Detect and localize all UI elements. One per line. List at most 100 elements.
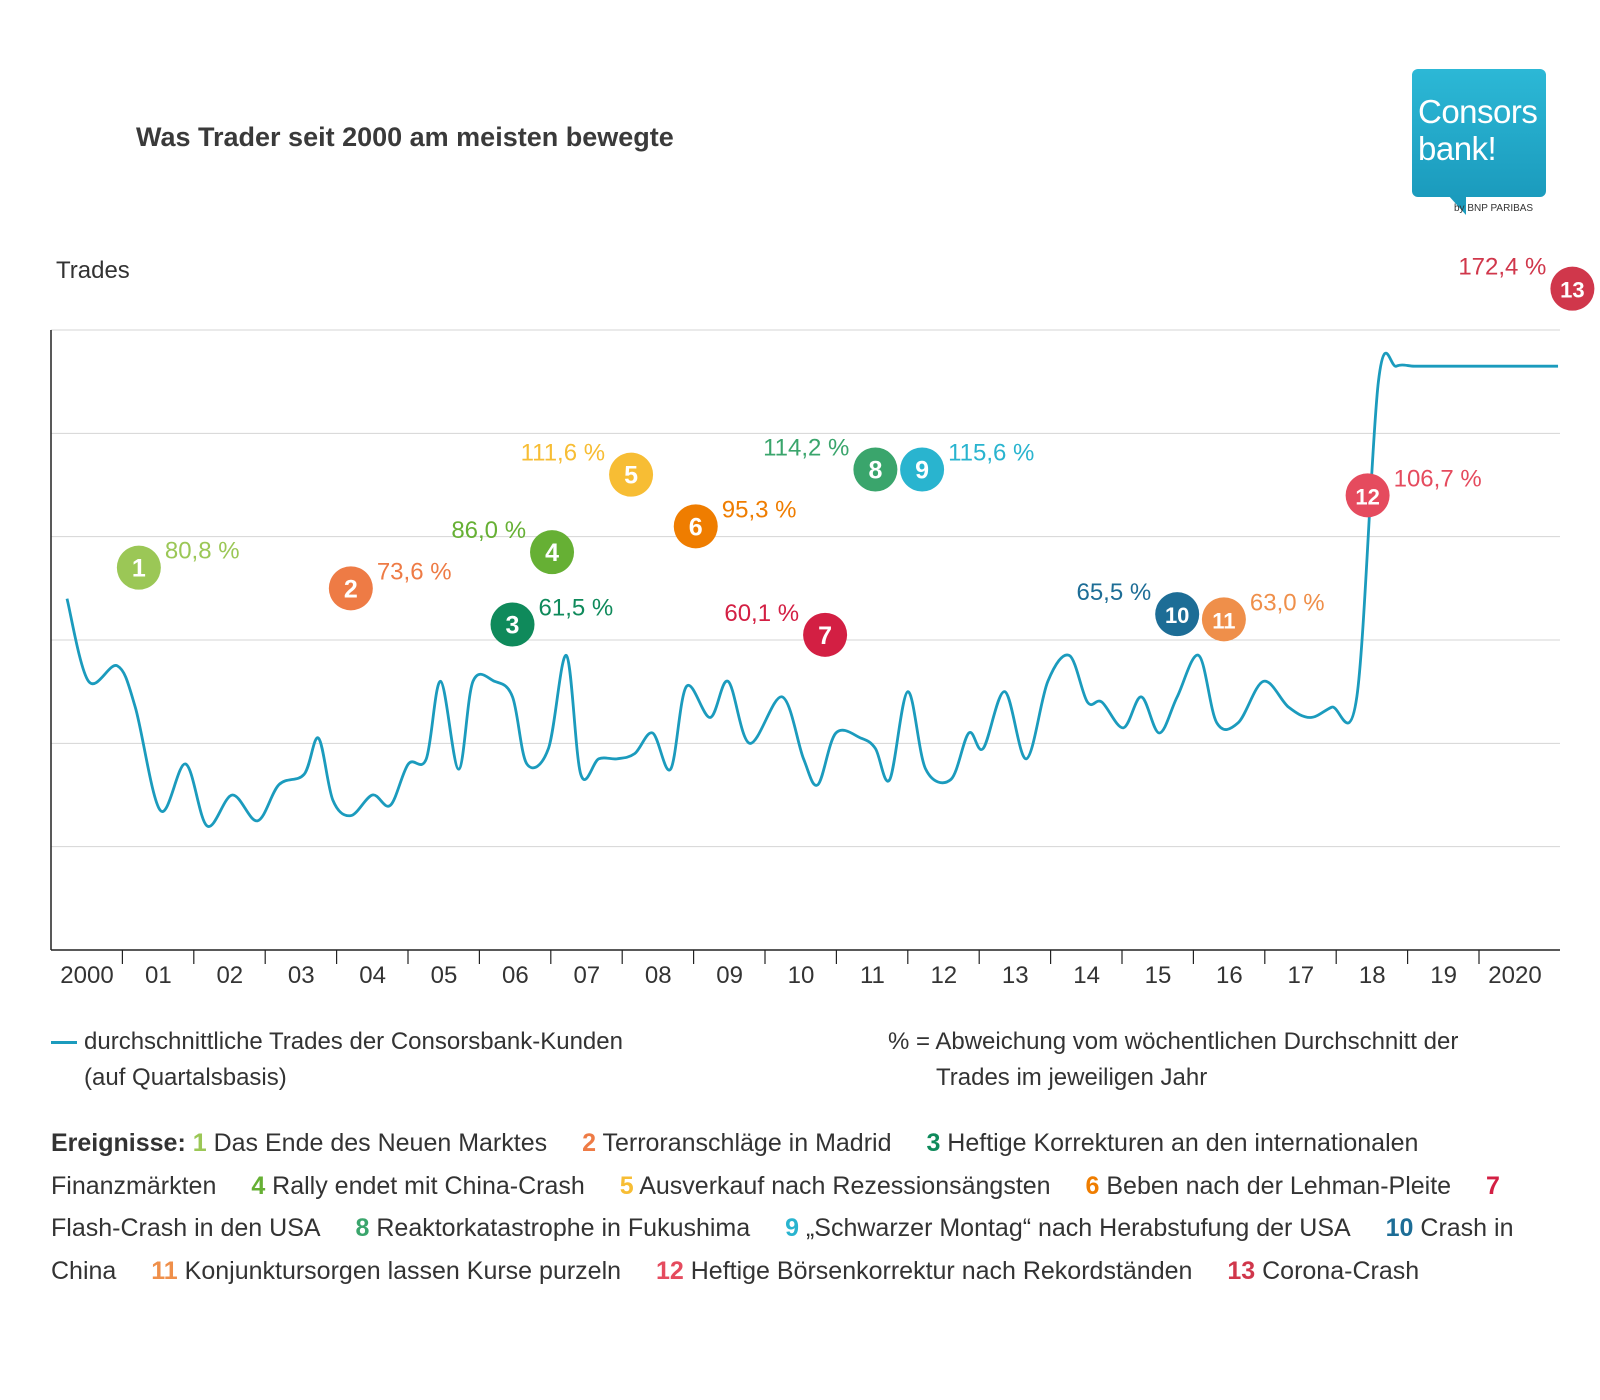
- event-item-number: 4: [251, 1171, 266, 1200]
- event-item-2: 2 Terroranschläge in Madrid: [582, 1129, 891, 1157]
- logo-text: Consors bank!: [1418, 93, 1538, 167]
- event-item-text: „Schwarzer Montag“ nach Herabstufung der…: [799, 1214, 1351, 1242]
- event-number-11: 11: [1212, 608, 1235, 633]
- event-item-text: Beben nach der Lehman-Pleite: [1099, 1171, 1452, 1200]
- x-tick-label: 2000: [60, 962, 113, 989]
- x-tick-label: 09: [716, 962, 743, 989]
- event-item-number: 11: [151, 1256, 178, 1285]
- event-item-number: 3: [926, 1129, 941, 1157]
- event-number-9: 9: [915, 457, 929, 485]
- event-item-text: Das Ende des Neuen Marktes: [206, 1129, 548, 1157]
- event-item-text: Terroranschläge in Madrid: [595, 1129, 892, 1157]
- event-number-2: 2: [344, 575, 358, 603]
- legend-pct-label: % = Abweichung vom wöchentlichen Durchsc…: [888, 1024, 1458, 1096]
- event-item-text: Rally endet mit China-Crash: [265, 1171, 585, 1200]
- event-marker-1: [116, 545, 161, 590]
- event-item-1: 1 Das Ende des Neuen Marktes: [193, 1129, 547, 1157]
- x-tick-label: 03: [288, 962, 315, 989]
- event-item-number: 2: [582, 1129, 596, 1157]
- x-tick-label: 13: [1002, 962, 1029, 989]
- event-item-4: 4 Rally endet mit China-Crash: [251, 1172, 584, 1200]
- consorsbank-logo: Consors bank! by BNP PARIBAS: [1412, 69, 1546, 219]
- event-item-text: Crash in China: [51, 1214, 1514, 1285]
- event-marker-12: [1345, 473, 1390, 518]
- event-item-number: 6: [1085, 1171, 1100, 1200]
- event-pct-5: 111,6 %: [521, 440, 606, 467]
- event-item-7: 7 Flash-Crash in den USA: [51, 1172, 1500, 1243]
- event-item-10: 10 Crash in China: [51, 1214, 1514, 1285]
- event-marker-11: [1201, 597, 1246, 642]
- event-pct-4: 86,0 %: [451, 517, 526, 544]
- x-tick-label: 01: [145, 962, 172, 989]
- event-pct-10: 65,5 %: [1076, 579, 1151, 606]
- events-label: Ereignisse:: [51, 1129, 186, 1157]
- event-marker-5: [609, 452, 654, 497]
- event-marker-9: [900, 447, 945, 492]
- event-item-number: 8: [355, 1214, 370, 1242]
- trades-series-line: [65, 351, 1559, 828]
- event-item-number: 10: [1385, 1214, 1414, 1242]
- event-number-5: 5: [624, 462, 638, 490]
- logo-box: [1412, 69, 1546, 197]
- event-pct-9: 115,6 %: [948, 440, 1034, 467]
- event-marker-7: [803, 612, 848, 657]
- legend-line-swatch: [51, 1041, 77, 1044]
- x-tick-label: 19: [1430, 962, 1457, 989]
- x-tick-label: 05: [431, 962, 458, 989]
- event-pct-2: 73,6 %: [377, 558, 452, 585]
- event-number-7: 7: [818, 622, 832, 650]
- x-tick-label: 2020: [1488, 962, 1541, 989]
- event-item-text: Heftige Korrekturen an den international…: [51, 1129, 1419, 1200]
- event-pct-3: 61,5 %: [539, 595, 614, 622]
- event-item-number: 9: [785, 1214, 800, 1242]
- x-tick-label: 04: [359, 962, 386, 989]
- event-item-number: 1: [192, 1129, 207, 1157]
- event-marker-3: [490, 602, 535, 647]
- x-tick-label: 12: [930, 962, 957, 989]
- event-item-text: Corona-Crash: [1255, 1256, 1420, 1285]
- event-item-text: Flash-Crash in den USA: [51, 1214, 321, 1242]
- event-item-text: Heftige Börsenkorrektur nach Rekordständ…: [683, 1256, 1193, 1285]
- event-item-5: 5 Ausverkauf nach Rezessionsängsten: [620, 1172, 1051, 1200]
- event-marker-13: [1550, 266, 1595, 311]
- event-item-number: 13: [1227, 1256, 1256, 1285]
- legend-line-label-2: (auf Quartalsbasis): [84, 1064, 287, 1091]
- x-tick-label: 08: [645, 962, 672, 989]
- event-pct-13: 172,4 %: [1458, 254, 1546, 281]
- event-pct-11: 63,0 %: [1250, 589, 1325, 616]
- event-item-number: 12: [655, 1256, 684, 1285]
- event-item-text: Ausverkauf nach Rezessionsängsten: [633, 1171, 1051, 1200]
- chart-title: Was Trader seit 2000 am meisten bewegte: [136, 122, 674, 152]
- event-number-3: 3: [506, 612, 520, 640]
- event-item-text: Reaktorkatastrophe in Fukushima: [369, 1214, 751, 1242]
- legend-pct-label-1: % = Abweichung vom wöchentlichen Durchsc…: [888, 1028, 1459, 1055]
- event-item-8: 8 Reaktorkatastrophe in Fukushima: [356, 1214, 751, 1242]
- x-tick-label: 10: [788, 962, 815, 989]
- event-number-10: 10: [1165, 603, 1189, 628]
- event-item-12: 12 Heftige Börsenkorrektur nach Rekordst…: [656, 1257, 1192, 1285]
- event-number-6: 6: [689, 513, 703, 541]
- logo-speech-tail: [1448, 195, 1466, 215]
- event-item-6: 6 Beben nach der Lehman-Pleite: [1086, 1172, 1452, 1200]
- legend-pct-label-2: Trades im jeweiligen Jahr: [936, 1064, 1208, 1091]
- y-axis-label: Trades: [56, 257, 130, 284]
- logo-subtitle: by BNP PARIBAS: [1454, 203, 1534, 214]
- x-tick-label: 02: [216, 962, 243, 989]
- event-number-12: 12: [1355, 484, 1379, 509]
- event-pct-6: 95,3 %: [722, 496, 797, 523]
- event-number-8: 8: [868, 457, 882, 485]
- event-marker-6: [673, 504, 718, 549]
- event-item-number: 5: [619, 1171, 634, 1200]
- event-item-13: 13 Corona-Crash: [1227, 1257, 1419, 1285]
- x-tick-label: 06: [502, 962, 529, 989]
- event-pct-8: 114,2 %: [763, 435, 849, 462]
- event-item-9: 9 „Schwarzer Montag“ nach Herabstufung d…: [785, 1214, 1351, 1242]
- event-item-11: 11 Konjunktursorgen lassen Kurse purzeln: [151, 1257, 621, 1285]
- event-item-text: Konjunktursorgen lassen Kurse purzeln: [177, 1256, 622, 1285]
- legend-line-label-1: durchschnittliche Trades der Consorsbank…: [84, 1028, 623, 1055]
- x-tick-label: 11: [860, 962, 885, 989]
- event-number-1: 1: [132, 555, 146, 583]
- x-tick-label: 15: [1145, 962, 1172, 989]
- event-item-3: 3 Heftige Korrekturen an den internation…: [51, 1129, 1418, 1200]
- x-tick-label: 14: [1073, 962, 1100, 989]
